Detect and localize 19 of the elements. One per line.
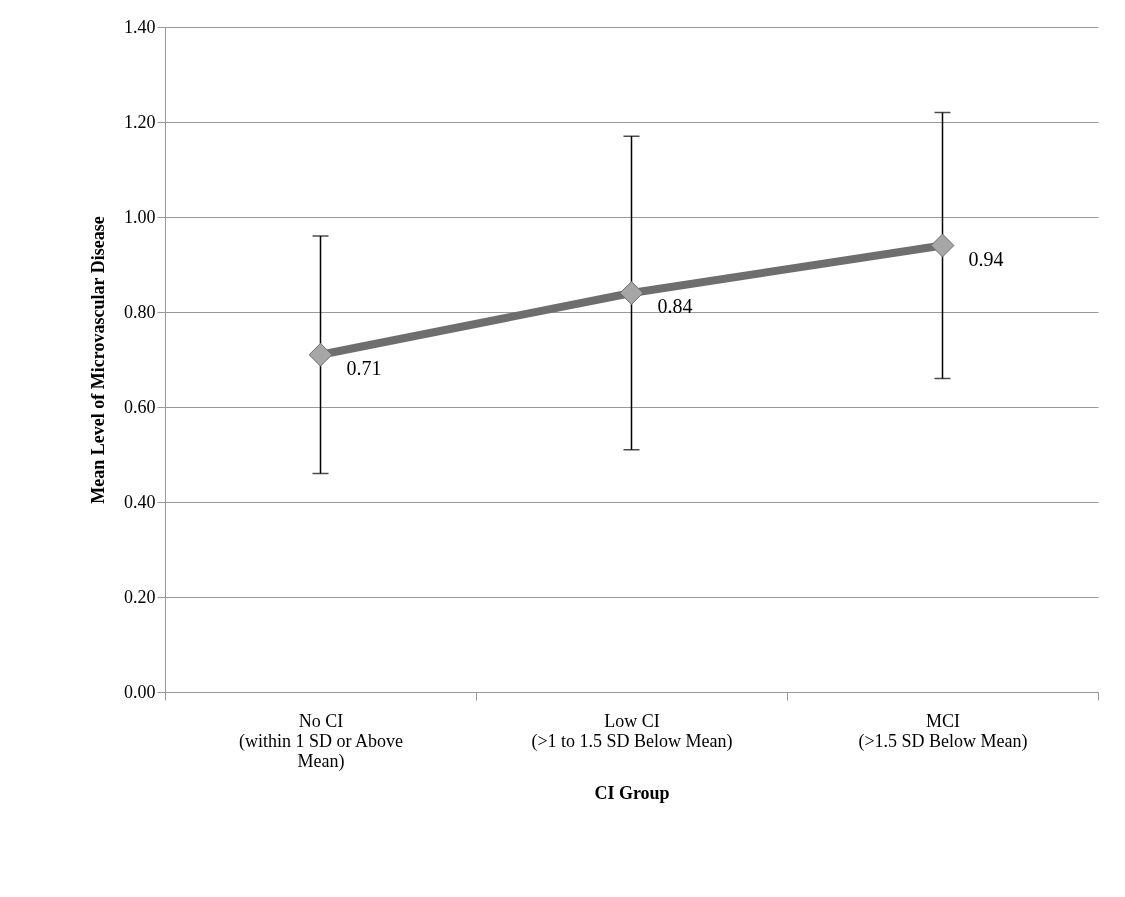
- point: [930, 233, 955, 258]
- y-axis-title: Mean Level of Microvascular Disease: [88, 216, 108, 504]
- y-tick-label: 0.60: [124, 396, 156, 417]
- x-tick-label: Low CI (>1 to 1.5 SD Below Mean): [531, 710, 733, 752]
- x-axis-title: CI Group: [594, 782, 670, 803]
- x-tick-label: MCI (>1.5 SD Below Mean): [858, 710, 1028, 752]
- y-tick-label: 0.80: [124, 301, 156, 322]
- y-tick-label: 0.00: [124, 681, 156, 702]
- point: [308, 342, 333, 367]
- point: [619, 281, 644, 305]
- data-label: 0.94: [968, 247, 1004, 270]
- x-tick-label: No CI (within 1 SD or Above Mean): [239, 710, 404, 772]
- data-label: 0.71: [346, 356, 382, 379]
- y-tick-label: 0.20: [124, 586, 156, 607]
- data-label: 0.84: [657, 295, 693, 317]
- y-tick-label: 1.20: [124, 111, 156, 132]
- y-tick-label: 1.40: [124, 16, 156, 37]
- y-tick-label: 1.00: [124, 206, 156, 227]
- y-tick-label: 0.40: [124, 491, 156, 512]
